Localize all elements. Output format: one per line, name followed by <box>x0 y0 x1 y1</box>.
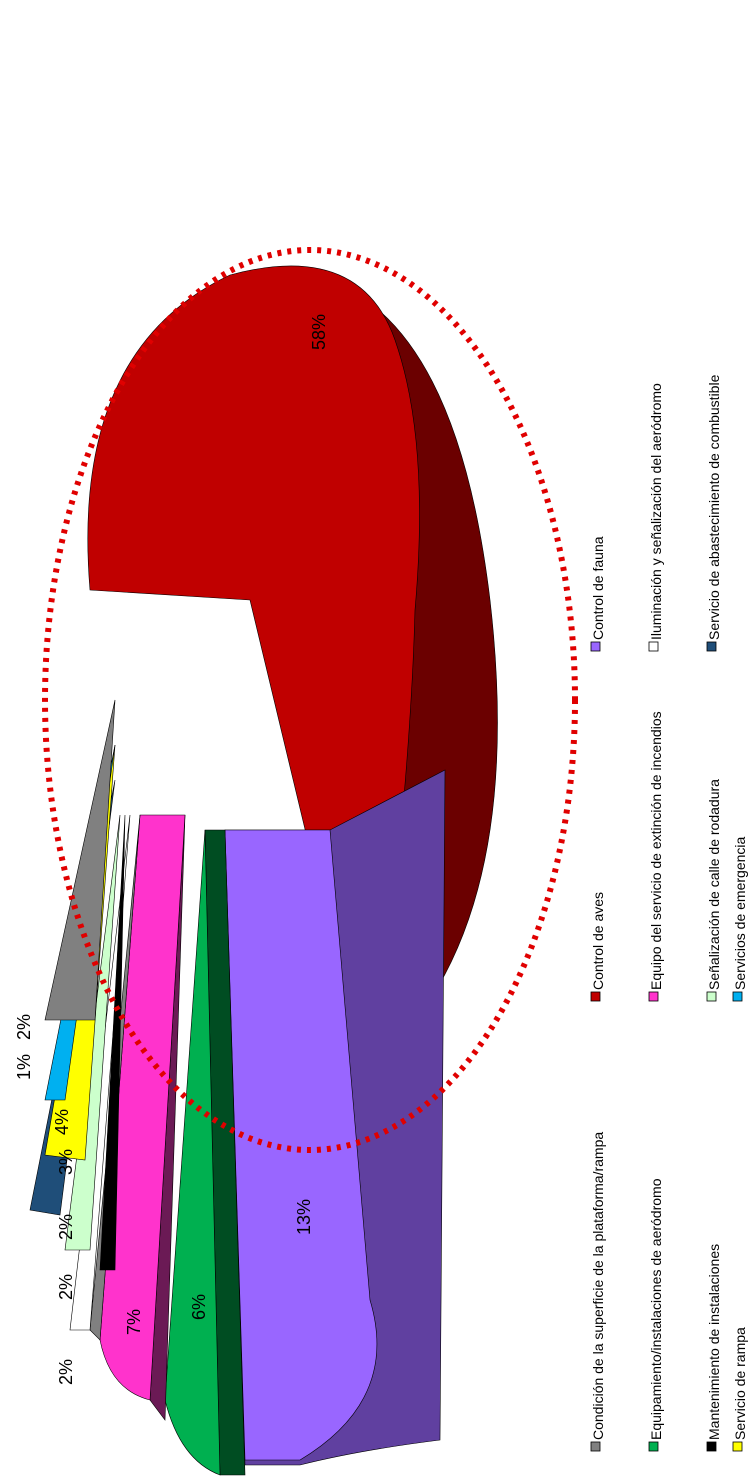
legend-swatch <box>706 641 717 652</box>
legend-item: Señalización de calle de rodadura <box>706 779 722 1002</box>
legend-swatch <box>706 991 717 1002</box>
legend-label: Equipamiento/instalaciones de aeródromo <box>648 1178 664 1440</box>
legend-label: Condición de la superficie de la platafo… <box>590 1132 606 1440</box>
legend-item: Servicio de rampa <box>732 1327 748 1452</box>
legend-item: Servicios de emergencia <box>732 836 748 1002</box>
legend-label: Equipo del servicio de extinción de ince… <box>648 711 664 990</box>
legend-item: Condición de la superficie de la platafo… <box>590 1132 606 1452</box>
label-13: 13% <box>294 1199 314 1235</box>
legend: Condición de la superficie de la platafo… <box>590 374 748 1452</box>
slice-mantenimiento <box>99 814 126 1271</box>
label-2c: 2% <box>56 1214 76 1240</box>
legend-label: Servicio de abastecimiento de combustibl… <box>706 374 722 640</box>
label-2a: 2% <box>56 1359 76 1385</box>
legend-item: Control de fauna <box>590 536 606 652</box>
label-2b: 2% <box>56 1274 76 1300</box>
legend-swatch <box>590 1441 601 1452</box>
legend-item: Control de aves <box>590 892 606 1002</box>
label-58: 58% <box>309 314 329 350</box>
legend-swatch <box>648 641 659 652</box>
legend-swatch <box>706 1441 717 1452</box>
legend-swatch <box>590 991 601 1002</box>
slice-control-de-fauna <box>224 769 446 1466</box>
slice-superficie-2 <box>44 699 116 1021</box>
legend-label: Control de aves <box>590 892 606 990</box>
label-7: 7% <box>124 1309 144 1335</box>
legend-swatch <box>648 991 659 1002</box>
legend-swatch <box>590 641 601 652</box>
legend-label: Control de fauna <box>590 536 606 640</box>
label-3: 3% <box>56 1149 76 1175</box>
legend-item: Mantenimiento de instalaciones <box>706 1244 722 1452</box>
label-6: 6% <box>189 1294 209 1320</box>
legend-label: Señalización de calle de rodadura <box>706 779 722 990</box>
legend-item: Servicio de abastecimiento de combustibl… <box>706 374 722 652</box>
highlight-ellipse <box>42 247 578 1153</box>
slice-equipamiento <box>164 829 246 1476</box>
legend-swatch <box>732 1441 743 1452</box>
legend-item: Equipamiento/instalaciones de aeródromo <box>648 1178 664 1452</box>
legend-label: Iluminación y señalización del aeródromo <box>648 383 664 640</box>
legend-label: Servicios de emergencia <box>732 836 748 990</box>
legend-label: Servicio de rampa <box>732 1327 748 1440</box>
legend-item: Equipo del servicio de extinción de ince… <box>648 711 664 1002</box>
label-1: 1% <box>14 1054 34 1080</box>
legend-item: Iluminación y señalización del aeródromo <box>648 383 664 652</box>
label-2d: 2% <box>14 1014 34 1040</box>
label-4: 4% <box>52 1109 72 1135</box>
legend-swatch <box>648 1441 659 1452</box>
legend-label: Mantenimiento de instalaciones <box>706 1244 722 1440</box>
legend-swatch <box>732 991 743 1002</box>
